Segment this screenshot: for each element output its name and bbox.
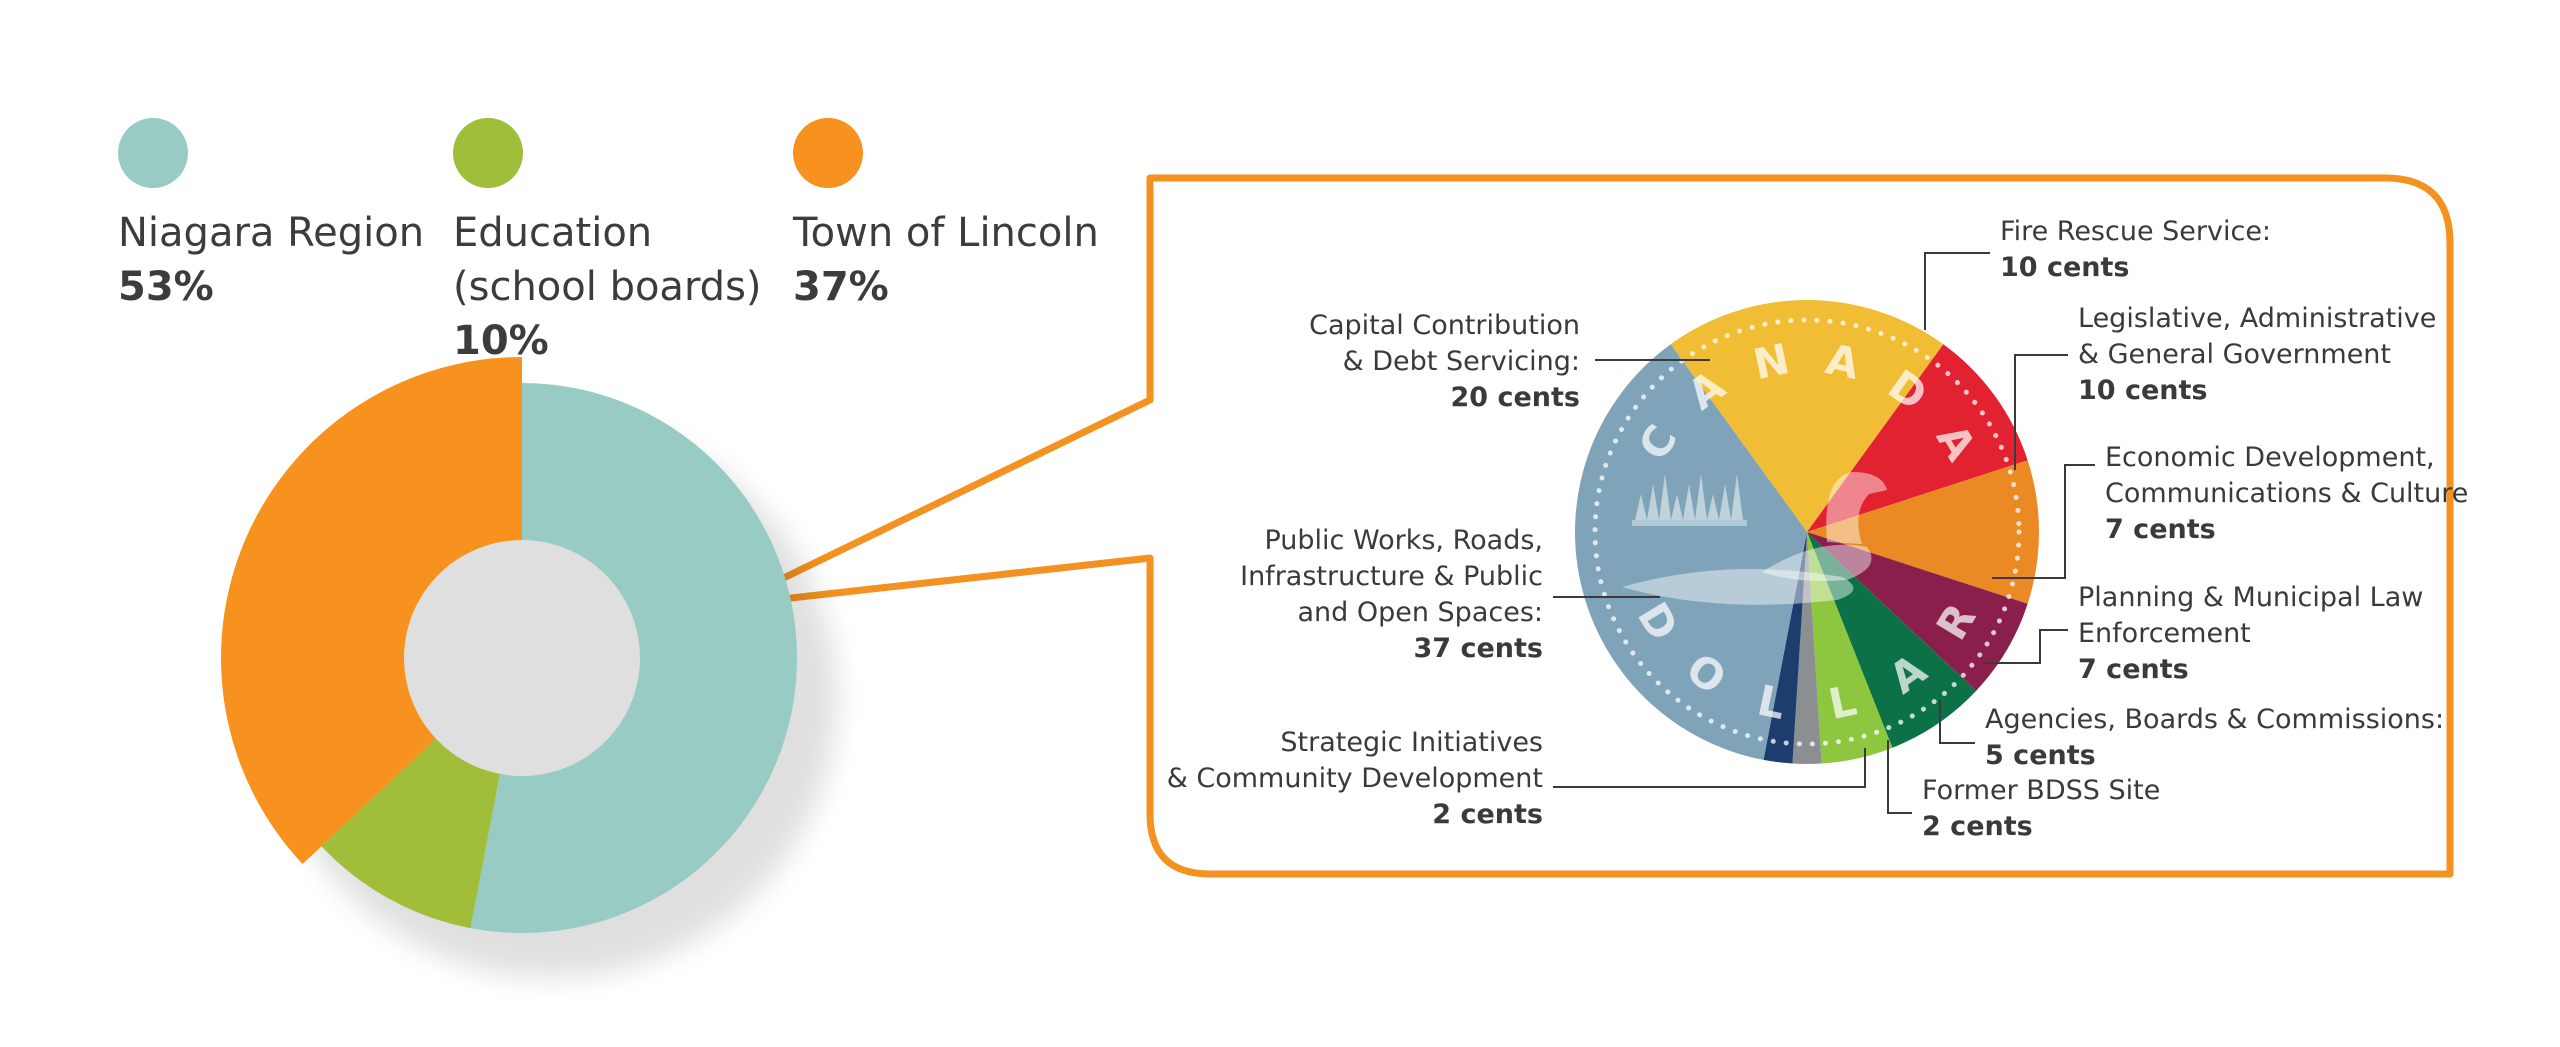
pie-slice-capital [1670, 300, 1944, 532]
legend-value: 37% [793, 264, 889, 310]
pie-label-legislative: Legislative, Administrative & General Gov… [2078, 301, 2436, 409]
pie-label-planning: Planning & Municipal Law Enforcement 7 cen… [2078, 580, 2423, 688]
legend-item: Education (school boards) 10% [453, 118, 762, 368]
pie-slice-agencies [1807, 532, 1893, 764]
coin-loon [1762, 472, 1887, 581]
pie-value-strategic: 2 cents [1432, 799, 1543, 830]
pie-label-capital: Capital Contribution & Debt Servicing: 20 … [1309, 308, 1580, 416]
leader-line-agencies [1939, 700, 1975, 744]
pie-slice-legislative [1807, 460, 2040, 604]
pie-slice-economic [1807, 532, 2028, 691]
pie-value-bdss: 2 cents [1922, 811, 2033, 842]
coin-rim-dots [1592, 317, 2022, 747]
leader-line-bdss [1887, 740, 1912, 814]
coin-trees [1635, 474, 1743, 520]
coin-shoreline [1632, 520, 1747, 526]
leader-line-strategic [1553, 748, 1866, 788]
pie-label-bdss: Former BDSS Site 2 cents [1922, 773, 2160, 845]
pie-slice-strategic [1763, 532, 1807, 764]
pie-value-fire: 10 cents [2000, 252, 2130, 283]
legend-value: 53% [118, 264, 214, 310]
pie-slice-fire [1807, 344, 2028, 532]
pie-value-publicworks: 37 cents [1413, 633, 1544, 664]
leader-line-planning [1985, 629, 2068, 664]
pie-slice-bdss [1792, 532, 1822, 764]
pie-value-capital: 20 cents [1450, 382, 1581, 413]
pie-label-publicworks: Public Works, Roads, Infrastructure & Pub… [1240, 523, 1543, 667]
leader-line-legislative [2014, 354, 2068, 470]
legend-item: Town of Lincoln 37% [793, 118, 1099, 314]
pie-label-strategic: Strategic Initiatives & Community Develop… [1167, 725, 1543, 833]
pie-slice-planning [1807, 532, 1977, 748]
donut-slice-town-of-lincoln [220, 357, 522, 865]
legend-label: Town of Lincoln [793, 210, 1099, 256]
leader-line-fire [1924, 252, 1990, 330]
donut-slice-education-school-boards [321, 738, 500, 929]
legend-item: Niagara Region 53% [118, 118, 424, 314]
legend-swatch [793, 118, 863, 188]
legend-label: Education (school boards) [453, 210, 762, 310]
pie-label-fire: Fire Rescue Service: 10 cents [2000, 214, 2271, 286]
leader-line-economic [1992, 464, 2095, 579]
legend-swatch [453, 118, 523, 188]
legend-swatch [118, 118, 188, 188]
pie-label-economic: Economic Development, Communications & Cu… [2105, 440, 2468, 548]
pie-label-agencies: Agencies, Boards & Commissions: 5 cents [1985, 702, 2444, 774]
pie-value-economic: 7 cents [2105, 514, 2216, 545]
pie-slice-publicworks [1575, 344, 1807, 760]
legend-value: 10% [453, 318, 549, 364]
pie-value-agencies: 5 cents [1985, 740, 2096, 771]
legend-label: Niagara Region [118, 210, 425, 256]
coin-lake [1622, 569, 1854, 605]
donut-slice-niagara-region [470, 383, 797, 933]
pie-value-legislative: 10 cents [2078, 375, 2208, 406]
pie-value-planning: 7 cents [2078, 654, 2189, 685]
